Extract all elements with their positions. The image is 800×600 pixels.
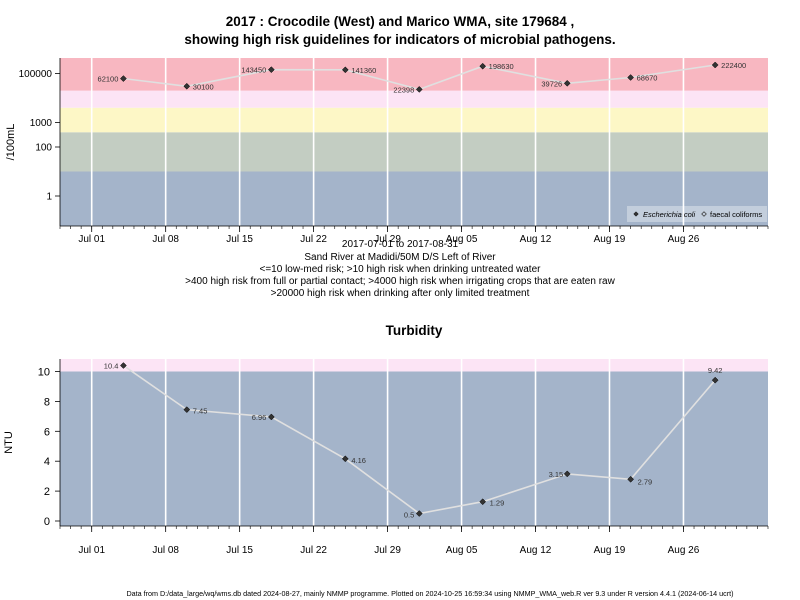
chart-title-line-1: 2017 : Crocodile (West) and Marico WMA, … <box>225 14 575 29</box>
ecoli-data-label: 68670 <box>637 73 658 82</box>
x-tick-label: Jul 22 <box>300 545 327 556</box>
legend-box <box>627 206 767 222</box>
y-tick-label: 10 <box>38 367 50 379</box>
x-tick-label: Aug 26 <box>668 234 700 245</box>
y-axis-label: /100mL <box>5 124 17 161</box>
y-tick-label: 4 <box>44 456 50 468</box>
turbidity-point <box>267 413 275 421</box>
ecoli-point <box>267 66 275 74</box>
y-tick-label: 6 <box>44 426 50 438</box>
ecoli-data-label: 198630 <box>489 62 514 71</box>
x-tick-label: Jul 22 <box>300 234 327 245</box>
ecoli-data-label: 62100 <box>98 75 119 84</box>
x-tick-label: Jul 01 <box>78 234 105 245</box>
x-tick-label: Jul 01 <box>78 545 105 556</box>
risk-band-3 <box>60 90 768 108</box>
turbidity-data-label: 7.45 <box>193 407 208 416</box>
turbidity-data-label: 2.79 <box>638 477 653 486</box>
x-tick-label: Jul 29 <box>374 545 401 556</box>
x-tick-label: Aug 26 <box>668 545 700 556</box>
ecoli-point <box>627 74 634 81</box>
site-description-subtitle: Sand River at Madidi/50M D/S Left of Riv… <box>304 252 496 263</box>
turbidity-data-label: 10.4 <box>104 362 119 371</box>
ecoli-point <box>711 61 719 69</box>
x-tick-label: Aug 05 <box>446 545 478 556</box>
turbidity-point <box>563 470 571 478</box>
guideline-line-3: >20000 high risk when drinking after onl… <box>270 288 530 299</box>
x-tick-label: Aug 12 <box>520 234 552 245</box>
footer-note: Data from D:/data_large/wq/wms.db dated … <box>126 589 734 598</box>
turbidity-point <box>183 406 191 413</box>
risk-band-0 <box>60 171 768 226</box>
y-tick-label: 1000 <box>30 118 53 129</box>
x-tick-label: Jul 08 <box>152 545 179 556</box>
ecoli-point <box>479 62 487 70</box>
x-tick-label: Aug 19 <box>594 234 626 245</box>
turbidity-data-label: 0.5 <box>404 511 414 520</box>
turbidity-chart: Jul 01 Jul 08 Jul 15 Jul 22 Jul 29 Aug 05 Aug … <box>3 359 769 556</box>
legend-marker-faecal <box>701 211 707 217</box>
turbidity-point <box>341 455 349 463</box>
guideline-line-2: >400 high risk from full or partial cont… <box>185 276 615 287</box>
chart-title-line-2: showing high risk guidelines for indicat… <box>184 32 616 47</box>
turbidity-data-label: 3.15 <box>549 470 564 479</box>
risk-band-1 <box>60 132 768 172</box>
x-tick-label: Jul 15 <box>226 545 253 556</box>
ecoli-data-label: 141360 <box>351 66 376 75</box>
turbidity-point <box>711 376 719 384</box>
y-axis-label: NTU <box>3 431 15 454</box>
x-tick-label: Aug 05 <box>446 234 478 245</box>
x-tick-label: Jul 08 <box>152 234 179 245</box>
turbidity-data-label: 4.16 <box>351 456 366 465</box>
risk-band-2 <box>60 107 768 133</box>
y-tick-label: 1 <box>46 192 52 203</box>
turbidity-point <box>415 510 423 517</box>
y-tick-label: 2 <box>44 486 50 498</box>
chart-legend: Escherichia coli faecal coliforms <box>627 206 767 222</box>
x-tick-label: Jul 29 <box>374 234 401 245</box>
legend-marker-ecoli <box>633 211 639 217</box>
ecoli-data-label: 222400 <box>721 61 746 70</box>
ecoli-point <box>415 86 423 93</box>
x-tick-label: Aug 19 <box>594 545 626 556</box>
risk-band-high <box>60 359 768 372</box>
ecoli-point <box>183 82 191 90</box>
ecoli-data-label: 30100 <box>193 82 214 91</box>
guideline-line-1: <=10 low-med risk; >10 high risk when dr… <box>259 264 541 275</box>
ecoli-point <box>563 79 571 87</box>
legend-label-ecoli: Escherichia coli <box>643 210 695 219</box>
y-tick-label: 100000 <box>19 69 53 80</box>
y-tick-label: 0 <box>44 516 50 528</box>
ecoli-point <box>120 75 127 82</box>
legend-label-faecal: faecal coliforms <box>710 210 762 219</box>
ecoli-data-label: 22398 <box>393 85 414 94</box>
turbidity-point <box>479 498 487 506</box>
turbidity-data-label: 9.42 <box>708 366 723 375</box>
x-tick-label: Aug 12 <box>520 545 552 556</box>
ecoli-point <box>341 66 349 74</box>
y-tick-label: 8 <box>44 396 50 408</box>
turbidity-chart-title: Turbidity <box>385 323 443 338</box>
risk-band-low <box>60 371 768 526</box>
x-tick-label: Jul 15 <box>226 234 253 245</box>
y-tick-label: 100 <box>35 143 52 154</box>
turbidity-data-label: 1.29 <box>490 499 505 508</box>
ecoli-data-label: 143450 <box>241 66 266 75</box>
turbidity-point <box>627 475 634 483</box>
ecoli-data-label: 39726 <box>541 79 562 88</box>
turbidity-data-label: 6.96 <box>252 413 267 422</box>
date-range-subtitle: 2017-07-01 to 2017-08-31 <box>341 239 459 250</box>
turbidity-point <box>120 362 127 369</box>
microbial-chart: Jul 01 Jul 08 Jul 15 Jul 22 Jul 29 Aug 05 Aug … <box>5 58 769 245</box>
